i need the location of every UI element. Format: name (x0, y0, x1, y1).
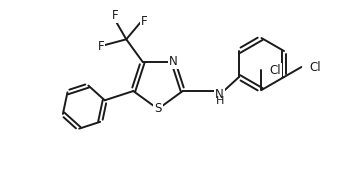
Text: H: H (215, 96, 224, 106)
Text: Cl: Cl (310, 61, 321, 74)
Text: F: F (98, 40, 104, 53)
Text: F: F (141, 15, 148, 28)
Text: S: S (154, 102, 162, 115)
Text: F: F (112, 9, 119, 22)
Text: N: N (169, 55, 178, 68)
Text: N: N (215, 87, 224, 100)
Text: Cl: Cl (269, 64, 281, 76)
